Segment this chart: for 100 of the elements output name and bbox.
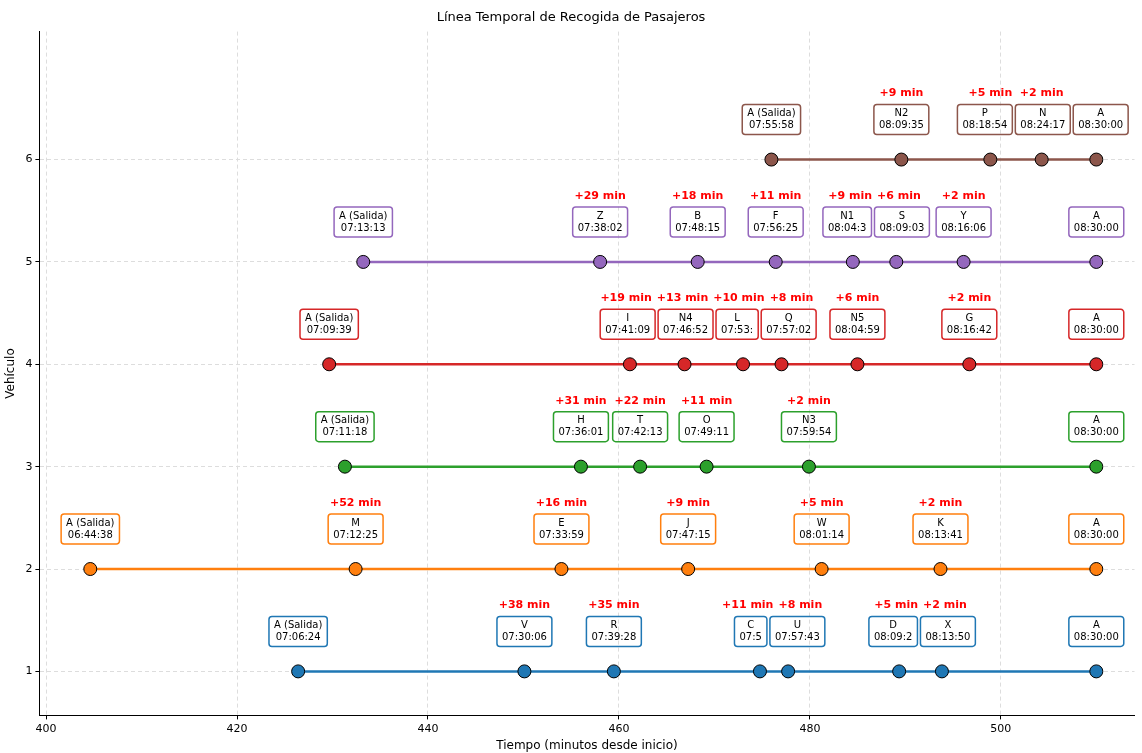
point: [892, 664, 907, 679]
point: [622, 357, 637, 372]
point: [983, 152, 998, 167]
annotation: +11 min: [749, 188, 802, 202]
annotation: X 08:13:50: [925, 618, 971, 642]
annotation: M 07:12:25: [333, 516, 379, 540]
annotation: Y 08:16:06: [941, 209, 987, 233]
annotation: +6 min: [835, 291, 880, 305]
annotation: +2 min: [787, 393, 831, 407]
annotation: N4 07:46:52: [663, 311, 709, 335]
point: [764, 152, 779, 167]
point: [677, 357, 692, 372]
point: [681, 562, 696, 577]
annotation: G 08:16:42: [946, 311, 992, 335]
point: [554, 562, 569, 577]
point: [337, 459, 352, 474]
annotation: W 08:01:14: [799, 516, 845, 540]
point: [348, 562, 363, 577]
annotation: +16 min: [535, 495, 588, 509]
annotation: +2 min: [941, 188, 986, 202]
point: [1089, 562, 1104, 577]
annotation: S 08:09:03: [879, 209, 925, 233]
annotation: N3 07:59:54: [786, 414, 832, 438]
annotation: A (Salida) 07:06:24: [273, 618, 323, 642]
point: [291, 664, 306, 679]
annotation: Z 07:38:02: [577, 209, 623, 233]
annotation: I 07:41:09: [605, 311, 651, 335]
annotation: +9 min: [879, 86, 924, 100]
annotation: C 07:5: [739, 618, 762, 642]
point: [1089, 152, 1104, 167]
point: [889, 254, 904, 269]
annotation: +9 min: [828, 188, 873, 202]
annotation: +18 min: [671, 188, 724, 202]
annotation: D 08:09:2: [873, 618, 913, 642]
y-tick-label: 5: [25, 254, 33, 268]
annotation: +9 min: [666, 495, 711, 509]
annotation: A 08:30:00: [1073, 414, 1119, 438]
annotation: O 07:49:11: [684, 414, 730, 438]
annotation: A (Salida) 06:44:38: [66, 516, 115, 540]
point: [845, 254, 860, 269]
annotation: N5 08:04:59: [834, 311, 880, 335]
point: [699, 459, 714, 474]
annotation: N 08:24:17: [1020, 107, 1066, 131]
point: [781, 664, 796, 679]
point: [83, 562, 98, 577]
point: [1089, 664, 1104, 679]
annotation: R 07:39:28: [591, 618, 637, 642]
annotation: A 08:30:00: [1073, 311, 1119, 335]
annotation: B 07:48:15: [675, 209, 721, 233]
point: [1089, 459, 1104, 474]
x-tick-label: 500: [990, 721, 1012, 735]
annotation: N1 08:04:3: [827, 209, 867, 233]
point: [850, 357, 865, 372]
annotation: A (Salida) 07:11:18: [320, 414, 370, 438]
annotation: K 08:13:41: [918, 516, 963, 540]
annotation: A 08:30:00: [1073, 209, 1119, 233]
annotation: N2 08:09:35: [878, 107, 924, 131]
point: [606, 664, 621, 679]
point: [593, 254, 608, 269]
x-tick-label: 440: [417, 721, 439, 735]
annotation: +2 min: [918, 495, 963, 509]
annotation: L 07:53:: [721, 311, 754, 335]
annotation: +10 min: [713, 291, 765, 305]
point: [573, 459, 588, 474]
annotation: V 07:30:06: [501, 618, 547, 642]
annotation: A (Salida) 07:55:58: [747, 107, 796, 131]
annotation: A 08:30:00: [1078, 107, 1124, 131]
annotation: A 08:30:00: [1073, 618, 1119, 642]
annotation: +5 min: [968, 86, 1013, 100]
annotation: A (Salida) 07:09:39: [304, 311, 354, 335]
point: [633, 459, 648, 474]
x-tick-label: 420: [226, 721, 248, 735]
annotation: Q 07:57:02: [766, 311, 812, 335]
point: [517, 664, 532, 679]
point: [736, 357, 751, 372]
annotation: +29 min: [574, 188, 626, 202]
annotation: A (Salida) 07:13:13: [339, 209, 388, 233]
point: [1089, 357, 1104, 372]
annotation: +11 min: [680, 393, 733, 407]
point: [801, 459, 816, 474]
annotation: E 07:33:59: [539, 516, 584, 540]
point: [1089, 254, 1104, 269]
annotation: +31 min: [555, 393, 607, 407]
y-tick-label: 6: [25, 152, 33, 166]
y-tick-label: 4: [25, 357, 33, 371]
annotation: A 08:30:00: [1073, 516, 1119, 540]
y-tick-label: 2: [25, 561, 33, 575]
point: [356, 254, 371, 269]
annotation: +35 min: [588, 598, 640, 612]
x-tick-label: 460: [608, 721, 630, 735]
y-axis-title: Vehículo: [3, 348, 18, 399]
point: [768, 254, 783, 269]
point: [752, 664, 767, 679]
y-tick-label: 3: [25, 459, 33, 473]
annotation: +22 min: [614, 393, 666, 407]
annotation: +13 min: [656, 291, 709, 305]
annotation: P 08:18:54: [962, 107, 1008, 131]
x-axis-title: Tiempo (minutos desde inicio): [495, 737, 678, 752]
annotation: +5 min: [799, 495, 844, 509]
x-tick-label: 400: [35, 721, 57, 735]
